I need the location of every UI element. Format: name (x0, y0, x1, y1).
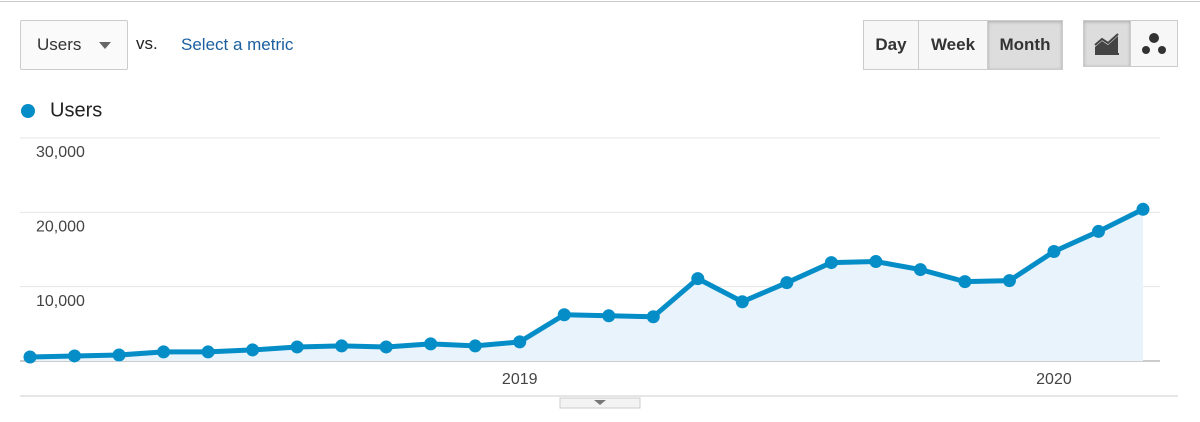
point (246, 343, 260, 357)
point (201, 345, 215, 359)
period-button[interactable]: Month (987, 20, 1063, 70)
point (869, 255, 883, 269)
point (735, 295, 749, 309)
motion-chart-button[interactable] (1130, 20, 1178, 67)
point (157, 345, 171, 359)
point (1136, 202, 1150, 216)
line-chart-icon (1094, 32, 1119, 55)
point (691, 272, 705, 286)
legend-label: Users (50, 99, 102, 121)
point (68, 349, 82, 363)
period-button[interactable]: Week (918, 20, 988, 70)
collapse-arrow (594, 400, 606, 405)
point (290, 340, 304, 354)
point (557, 308, 571, 322)
legend-dot (21, 104, 35, 118)
point (646, 310, 660, 324)
y-tick-label: 20,000 (36, 219, 85, 236)
point (780, 276, 794, 290)
point (1002, 274, 1016, 288)
period-button[interactable]: Day (863, 20, 919, 70)
area (30, 209, 1143, 361)
point (913, 263, 927, 277)
point (513, 335, 527, 349)
point (424, 337, 438, 351)
line-chart-button[interactable] (1083, 20, 1131, 67)
x-tick-label: 2020 (1036, 371, 1072, 388)
point (1047, 245, 1061, 259)
dropdown-arrow (99, 42, 111, 49)
y-tick-label: 30,000 (36, 144, 85, 161)
point (23, 350, 37, 364)
metric-label: Users (37, 35, 82, 54)
metric-dropdown[interactable]: Users (20, 20, 128, 70)
x-tick-label: 2019 (502, 371, 538, 388)
vs-label: vs. (136, 34, 158, 53)
point (379, 340, 393, 354)
line (29, 207, 1145, 360)
y-tick-label: 10,000 (36, 293, 85, 310)
point (335, 339, 349, 353)
bubble-icon (1142, 32, 1166, 54)
select-metric-link[interactable]: Select a metric (181, 35, 294, 54)
point (468, 339, 482, 353)
point (602, 309, 616, 323)
top-border (0, 1, 1200, 2)
point (824, 256, 838, 270)
point (1091, 224, 1105, 238)
point (958, 275, 972, 289)
point (112, 348, 126, 362)
